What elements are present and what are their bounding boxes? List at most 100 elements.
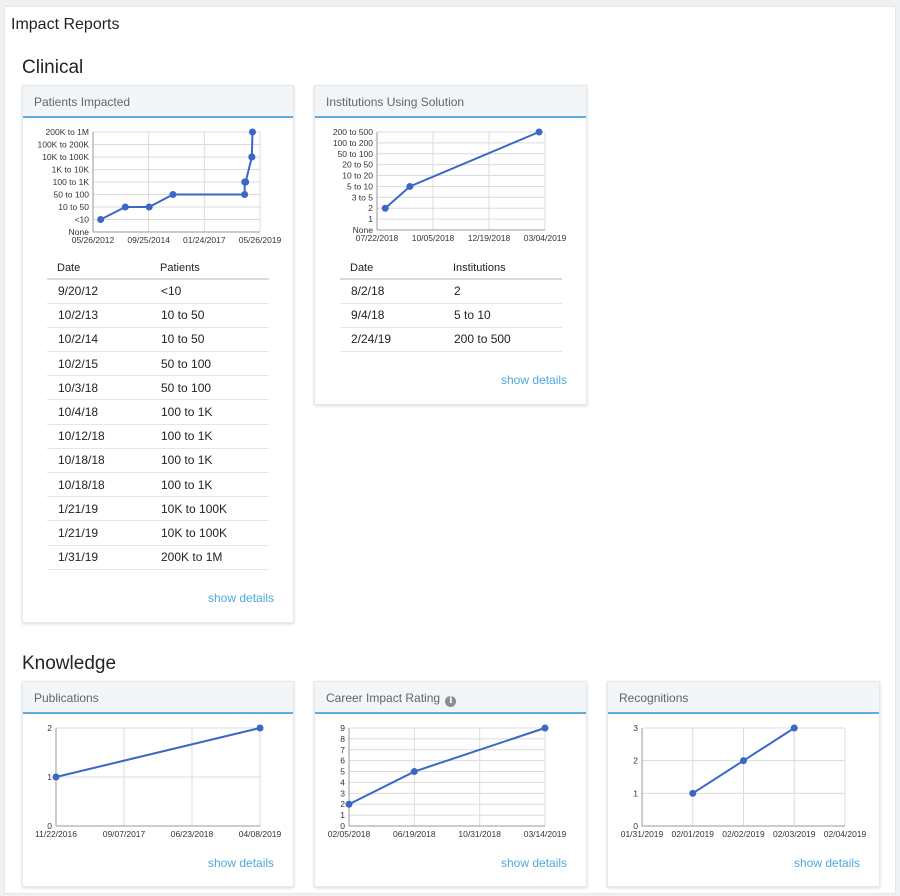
y-tick-label: 4 — [340, 777, 345, 787]
date-cell: 10/18/18 — [47, 472, 150, 498]
y-tick-label: 0 — [633, 821, 638, 831]
table-row: 9/4/18 5 to 10 — [340, 303, 562, 328]
date-cell: 10/2/14 — [47, 327, 150, 353]
y-tick-label: 50 to 100 — [54, 190, 90, 200]
value-cell: 10 to 50 — [150, 327, 269, 353]
data-point — [410, 768, 418, 776]
x-tick-label: 10/05/2018 — [412, 233, 455, 243]
data-point — [242, 178, 250, 186]
x-tick-label: 09/25/2014 — [127, 235, 170, 245]
table-row: 1/21/19 10K to 100K — [47, 496, 269, 522]
show-details-link[interactable]: show details — [794, 856, 861, 870]
table-row: 10/2/15 50 to 100 — [47, 351, 269, 377]
y-tick-label: <10 — [75, 215, 90, 225]
y-tick-label: 1 — [47, 772, 52, 782]
y-tick-label: 100K to 200K — [37, 140, 89, 150]
card-header: Institutions Using Solution — [315, 86, 586, 118]
value-cell: 10K to 100K — [150, 496, 269, 522]
show-details-link[interactable]: show details — [501, 856, 568, 870]
y-tick-label: 2 — [340, 799, 345, 809]
data-point — [97, 216, 105, 223]
date-cell: 10/4/18 — [47, 399, 150, 425]
y-tick-label: 200 to 500 — [333, 127, 373, 137]
card-header: Patients Impacted — [23, 86, 293, 118]
table-row: 2/24/19 200 to 500 — [340, 327, 562, 353]
y-tick-label: 3 — [340, 788, 345, 798]
x-tick-label: 04/08/2019 — [239, 829, 282, 839]
data-point — [169, 191, 177, 198]
value-cell: 2 — [443, 279, 562, 304]
y-tick-label: 5 to 10 — [347, 181, 373, 191]
value-cell: <10 — [150, 279, 269, 304]
y-tick-label: 0 — [47, 821, 52, 831]
card-title: Career Impact Rating — [326, 691, 441, 705]
y-tick-label: 10 to 50 — [58, 202, 89, 212]
card-patients-impacted: Patients Impacted None <10 10 to 50 50 to 1… — [22, 85, 294, 623]
value-cell: 5 to 10 — [443, 303, 562, 328]
y-tick-label: 200K to 1M — [46, 127, 89, 137]
data-point — [541, 724, 549, 732]
patients-table: Date Patients 9/20/12 <10 10/2/13 10 to 50 1… — [47, 257, 269, 570]
y-tick-label: 9 — [340, 723, 345, 733]
y-tick-label: None — [353, 225, 374, 235]
data-point — [406, 182, 414, 190]
institutions-table: Date Institutions 8/2/18 2 9/4/18 5 to 10 2/… — [340, 257, 562, 353]
date-cell: 10/18/18 — [47, 448, 150, 474]
x-tick-label: 02/02/2019 — [722, 829, 765, 839]
y-tick-label: 1 — [368, 214, 373, 224]
data-point — [248, 128, 256, 136]
data-point — [248, 153, 256, 161]
date-cell: 10/3/18 — [47, 375, 150, 401]
y-tick-label: 1 — [633, 788, 638, 798]
y-tick-label: 3 — [633, 723, 638, 733]
x-tick-label: 03/04/2019 — [524, 233, 567, 243]
value-cell: 200K to 1M — [150, 545, 269, 570]
data-point — [241, 191, 249, 198]
y-tick-label: 100 to 1K — [53, 177, 90, 187]
data-point — [145, 203, 153, 211]
series-line — [384, 131, 540, 209]
y-tick-label: 5 — [340, 767, 345, 777]
y-tick-label: 6 — [340, 756, 345, 766]
series-line — [55, 727, 261, 778]
table-row: 1/21/19 10K to 100K — [47, 520, 269, 546]
x-tick-label: 06/19/2018 — [393, 829, 436, 839]
data-point — [345, 800, 353, 808]
y-tick-label: 100 to 200 — [333, 138, 373, 148]
card-publications: Publications 0 1 2 11/22/2016 09/07/2017 06/2… — [22, 681, 294, 887]
x-tick-label: 06/23/2018 — [171, 829, 214, 839]
y-tick-label: None — [69, 227, 90, 237]
y-tick-label: 0 — [340, 821, 345, 831]
x-tick-label: 02/05/2018 — [328, 829, 371, 839]
x-tick-label: 02/04/2019 — [824, 829, 867, 839]
date-cell: 1/21/19 — [47, 520, 150, 546]
value-cell: 50 to 100 — [150, 375, 269, 401]
table-row: 10/2/14 10 to 50 — [47, 327, 269, 353]
date-cell: 8/2/18 — [340, 279, 443, 304]
section-title-knowledge: Knowledge — [22, 653, 117, 674]
show-details-link[interactable]: show details — [208, 591, 275, 605]
section-title-clinical: Clinical — [22, 57, 84, 78]
table-row: 10/18/18 100 to 1K — [47, 448, 269, 474]
x-tick-label: 05/26/2019 — [239, 235, 282, 245]
card-institutions-using-solution: Institutions Using Solution None 1 2 3 to 5… — [314, 85, 587, 405]
data-point — [790, 724, 798, 732]
y-tick-label: 10 to 20 — [342, 171, 373, 181]
publications-chart: 0 1 2 11/22/2016 09/07/2017 06/23/2018 04/08/2… — [35, 723, 282, 839]
show-details-link[interactable]: show details — [501, 373, 568, 387]
y-tick-label: 2 — [47, 723, 52, 733]
series-line — [100, 131, 254, 221]
x-tick-label: 02/03/2019 — [773, 829, 816, 839]
table-row: 10/18/18 100 to 1K — [47, 472, 269, 498]
show-details-link[interactable]: show details — [208, 856, 275, 870]
x-tick-label: 01/24/2017 — [183, 235, 226, 245]
card-recognitions: Recognitions 0 1 2 3 01/31/2019 02/01/2019 02/… — [607, 681, 880, 887]
info-icon[interactable]: i — [445, 696, 457, 707]
value-cell: 100 to 1K — [150, 448, 269, 474]
data-point — [256, 724, 264, 732]
y-tick-label: 50 to 100 — [338, 149, 374, 159]
value-cell: 10 to 50 — [150, 303, 269, 328]
date-cell: 10/12/18 — [47, 424, 150, 449]
column-header-date: Date — [340, 257, 443, 280]
